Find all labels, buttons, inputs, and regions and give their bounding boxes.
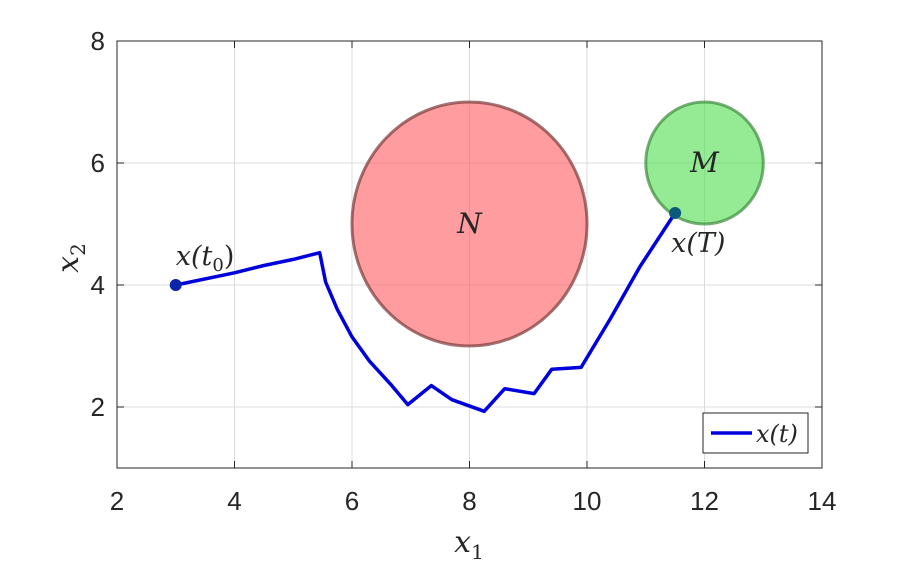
- x-tick-label: 14: [808, 486, 837, 516]
- x-tick-label: 2: [110, 486, 124, 516]
- marker-label-1: x(T): [671, 228, 725, 259]
- y-tick-label: 2: [91, 392, 105, 422]
- marker-label-base: x(T): [671, 228, 725, 259]
- region-N-circle: [350, 100, 589, 348]
- marker-labels: x(t0) x(T): [176, 228, 726, 276]
- series: [174, 211, 677, 414]
- x-tick-label: 6: [345, 486, 359, 516]
- legend: x(t): [702, 412, 809, 454]
- y-tick-label: 6: [91, 148, 105, 178]
- legend-label: x(t): [756, 420, 798, 448]
- marker-label-base: x(t: [176, 241, 213, 272]
- y-tick-label: 8: [91, 26, 105, 56]
- y-axis-label: x2: [51, 243, 90, 273]
- marker-point-0: [169, 279, 182, 291]
- y-axis-label-group: x2: [51, 243, 90, 273]
- region-N-label: N: [456, 207, 483, 240]
- region-M-circle: [644, 100, 765, 226]
- marker-label-sub: 0: [212, 255, 223, 276]
- region-labels: NM: [456, 146, 720, 240]
- legend-box: [702, 412, 809, 454]
- y-tick-label: 4: [91, 270, 105, 300]
- marker-label-tail: ): [224, 241, 235, 272]
- markers: [169, 207, 682, 291]
- regions: [350, 100, 765, 348]
- marker-point-1: [669, 207, 682, 220]
- marker-label-0: x(t0): [176, 241, 235, 276]
- region-M-label: M: [689, 146, 720, 179]
- axis-ticks: [116, 40, 823, 468]
- x-tick-label: 4: [227, 486, 241, 516]
- x-tick-label: 12: [690, 486, 719, 516]
- tick-labels: 2 4 6 8 10 12 14 2 4 6 8: [91, 26, 837, 516]
- x-tick-label: 8: [462, 486, 476, 516]
- series-line-0: [174, 211, 677, 414]
- x-tick-label: 10: [573, 486, 602, 516]
- x-axis-label: x1: [454, 525, 484, 562]
